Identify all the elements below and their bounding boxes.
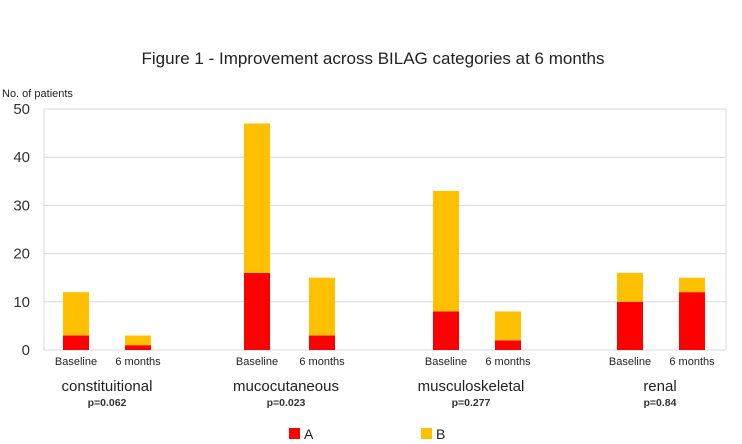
p-value-label: p=0.84 xyxy=(644,397,677,409)
y-tick-label: 0 xyxy=(22,342,30,359)
bar-b-2-1 xyxy=(495,311,521,341)
bar-a-0-1 xyxy=(125,345,151,350)
plot-area xyxy=(43,108,727,351)
y-axis-label: No. of patients xyxy=(2,88,73,100)
bar-a-1-0 xyxy=(244,272,270,350)
y-tick-label: 40 xyxy=(13,149,30,166)
timepoint-label: Baseline xyxy=(425,356,467,368)
legend-label: A xyxy=(304,426,314,442)
y-tick-label: 30 xyxy=(13,197,30,214)
bar-b-0-0 xyxy=(63,292,89,336)
bars xyxy=(63,123,705,350)
y-tick-label: 10 xyxy=(13,294,30,311)
y-tick-label: 50 xyxy=(13,101,30,118)
p-value-label: p=0.062 xyxy=(88,397,127,409)
chart-title: Figure 1 - Improvement across BILAG cate… xyxy=(142,49,605,68)
x-axis-labels: Baseline 6 months constituitional p=0.062 Ba… xyxy=(55,356,715,409)
y-tick-label: 20 xyxy=(13,246,30,263)
bar-a-1-1 xyxy=(309,335,335,350)
timepoint-label: 6 months xyxy=(485,356,531,368)
bar-a-0-0 xyxy=(63,335,89,350)
bar-a-2-1 xyxy=(495,340,521,350)
group-label: renal xyxy=(643,378,676,395)
legend-swatch-a xyxy=(289,428,300,439)
timepoint-label: 6 months xyxy=(115,356,161,368)
legend-swatch-b xyxy=(421,428,432,439)
bar-b-0-1 xyxy=(125,335,151,346)
bar-b-2-0 xyxy=(433,190,459,312)
bar-a-3-0 xyxy=(617,301,643,350)
timepoint-label: 6 months xyxy=(299,356,345,368)
group-label: musculoskeletal xyxy=(418,378,525,395)
timepoint-label: Baseline xyxy=(55,356,97,368)
bar-b-3-0 xyxy=(617,272,643,302)
y-axis-ticks: 0 10 20 30 40 50 xyxy=(13,101,30,359)
p-value-label: p=0.277 xyxy=(452,397,491,409)
timepoint-label: Baseline xyxy=(609,356,651,368)
legend-label: B xyxy=(436,426,445,442)
bar-b-3-1 xyxy=(679,277,705,293)
grid xyxy=(44,108,726,303)
bar-a-2-0 xyxy=(433,311,459,350)
bar-a-3-1 xyxy=(679,292,705,350)
timepoint-label: 6 months xyxy=(669,356,715,368)
group-label: constituitional xyxy=(62,378,153,395)
group-label: mucocutaneous xyxy=(233,378,339,395)
timepoint-label: Baseline xyxy=(236,356,278,368)
p-value-label: p=0.023 xyxy=(267,397,306,409)
bar-b-1-1 xyxy=(309,277,335,336)
bar-b-1-0 xyxy=(244,123,270,273)
